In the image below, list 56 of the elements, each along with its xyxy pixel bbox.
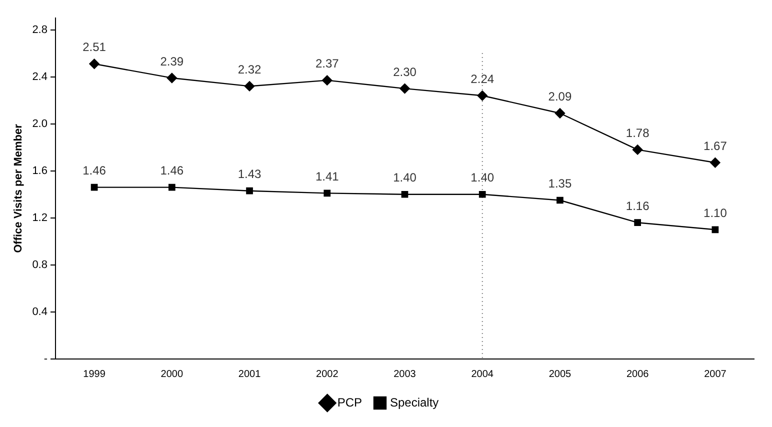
data-label: 2.37 [315, 56, 340, 71]
point [634, 219, 642, 226]
point [478, 190, 486, 198]
x-tick-label: 2005 [548, 368, 572, 380]
point [90, 184, 98, 191]
y-tick-label: 0.4 [32, 306, 48, 318]
y-tick-label: 2.4 [32, 70, 48, 83]
data-label: 1.67 [704, 138, 728, 153]
x-tick-label: 2001 [238, 368, 262, 380]
data-label: 1.43 [238, 167, 262, 182]
data-label: 2.51 [82, 40, 106, 54]
x-tick-label: 2000 [160, 368, 184, 380]
data-label: 1.41 [315, 170, 340, 184]
data-label: 1.78 [626, 126, 650, 140]
data-label: 1.46 [82, 164, 106, 178]
y-tick-label: 2.0 [32, 118, 48, 130]
point [324, 190, 331, 197]
x-tick-label: 1999 [83, 368, 106, 380]
y-axis-title: Office Visits per Member [12, 123, 25, 253]
data-label: 2.30 [393, 64, 417, 79]
point [246, 187, 253, 194]
data-label: 1.40 [393, 170, 417, 185]
data-label: 1.10 [704, 206, 728, 220]
data-label: 2.24 [470, 72, 494, 86]
point [556, 196, 564, 204]
point [89, 58, 100, 69]
x-tick-label: 2006 [626, 368, 650, 380]
point [477, 90, 488, 101]
point [400, 83, 410, 94]
y-tick-label: 0.8 [32, 258, 48, 271]
data-label: 1.16 [626, 198, 650, 213]
point [168, 184, 176, 191]
point [244, 81, 255, 92]
point [401, 190, 408, 198]
point [322, 75, 332, 86]
y-tick-label: - [44, 353, 48, 366]
data-label: 1.40 [470, 170, 494, 185]
x-tick-label: 2004 [471, 368, 494, 380]
x-tick-label: 2007 [704, 368, 727, 380]
legend-label: PCP [337, 395, 362, 410]
data-label: 1.35 [548, 176, 572, 191]
data-label: 1.46 [160, 164, 184, 178]
point [554, 108, 566, 118]
point [710, 158, 720, 168]
data-label: 2.32 [238, 62, 262, 77]
point [166, 72, 178, 84]
data-label: 2.09 [548, 90, 572, 104]
data-label: 2.39 [160, 54, 184, 68]
y-tick-label: 1.6 [32, 164, 48, 177]
x-tick-label: 2003 [394, 368, 416, 380]
legend-label: Specialty [390, 395, 439, 410]
point [632, 144, 643, 155]
y-tick-label: 2.8 [32, 24, 48, 36]
y-tick-label: 1.2 [32, 212, 48, 224]
point [712, 226, 719, 234]
x-tick-label: 2002 [316, 368, 339, 380]
